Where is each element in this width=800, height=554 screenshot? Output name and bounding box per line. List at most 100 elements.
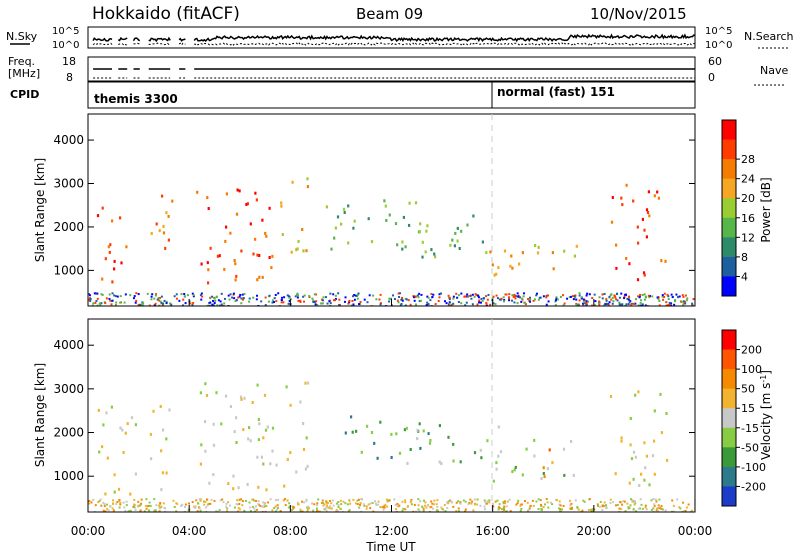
noise-cell [401,509,404,512]
noise-cell [496,499,499,502]
scatter-cell [275,463,278,467]
scatter-cell [206,261,209,265]
colorbar-segment [722,237,736,258]
noise-cell [173,295,176,298]
scatter-cell [296,247,299,251]
noise-cell [680,301,683,304]
noise-cell [184,503,187,506]
power-colorbar-label: Power [dB] [759,177,773,242]
scatter-cell [643,441,646,445]
noise-cell [228,504,231,507]
noise-cell [661,294,664,297]
noise-cell [424,501,427,504]
scatter-cell [268,256,271,259]
x-tick-label: 20:00 [577,524,612,538]
scatter-cell [223,267,226,271]
noise-cell [401,500,404,503]
noise-cell [218,508,221,511]
noise-cell [264,296,267,299]
nsky-tick-top: 10^5 [52,26,79,37]
noise-cell [102,509,105,512]
scatter-cell [511,266,514,270]
noise-cell [629,504,632,507]
noise-cell [409,303,412,306]
scatter-cell [233,430,236,434]
noise-cell [161,302,164,305]
noise-cell [233,506,236,509]
noise-cell [116,501,119,504]
y-tick-label: 3000 [53,177,84,191]
scatter-cell [473,451,477,455]
noise-cell [591,304,594,306]
noise-cell [437,300,440,303]
noise-cell [88,500,91,503]
noise-cell [241,298,244,301]
scatter-cell [212,443,216,447]
noise-cell [183,295,186,298]
noise-cell [672,504,675,507]
noise-cell [133,503,136,506]
scatter-cell [503,249,507,253]
scatter-cell [280,204,283,208]
scatter-cell [229,405,232,409]
noise-cell [529,298,532,301]
noise-cell [502,502,505,505]
noise-cell [560,508,563,511]
noise-cell [392,294,395,297]
noise-cell [326,502,329,505]
scatter-cell [167,238,170,242]
noise-cell [248,297,251,300]
noise-cell [480,297,483,300]
scatter-cell [239,395,243,399]
noise-cell [656,509,659,512]
noise-cell [219,300,222,303]
scatter-cell [570,439,573,443]
colorbar-tick-label: 4 [741,270,748,283]
noise-cell [219,499,222,502]
noise-cell [606,303,609,306]
noise-cell [611,296,614,299]
noise-cell [322,296,325,299]
noise-cell [641,293,644,296]
noise-cell [401,298,404,301]
scatter-cell [251,401,254,404]
noise-cell [497,506,500,509]
noise-cell [639,295,642,298]
noise-cell [627,295,630,298]
noise-cell [630,499,633,502]
noise-cell [633,500,636,503]
noise-cell [415,510,418,512]
noise-cell [613,294,616,297]
noise-cell [358,506,361,509]
noise-cell [634,502,637,505]
noise-cell [181,304,184,306]
noise-cell [594,300,597,303]
noise-cell [315,300,318,303]
scatter-cell [408,223,411,227]
noise-cell [298,299,301,302]
noise-cell [608,295,611,298]
noise-cell [517,499,520,502]
scatter-cell [424,250,427,254]
scatter-cell [637,241,640,245]
noise-cell [352,303,355,306]
noise-cell [153,297,156,300]
scatter-cell [353,219,356,223]
noise-cell [484,502,487,505]
noise-cell [558,500,561,503]
noise-cell [527,298,530,301]
noise-cell [105,297,108,300]
noise-cell [243,509,246,512]
noise-cell [614,504,617,507]
scatter-cell [552,267,555,271]
colorbar-segment [722,159,736,180]
colorbar-tick-label: -50 [741,441,759,454]
noise-cell [158,510,161,512]
noise-cell [354,502,357,505]
scatter-cell [102,423,105,427]
noise-cell [242,297,245,300]
colorbar-segment [722,447,736,468]
noise-cell [374,502,377,505]
scatter-cell [113,490,116,494]
noise-cell [563,302,566,305]
